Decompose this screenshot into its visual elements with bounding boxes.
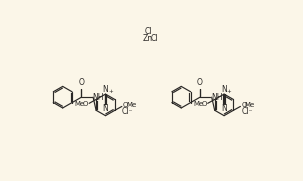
Text: NH: NH	[92, 93, 104, 102]
Text: N: N	[221, 104, 227, 113]
Text: NH: NH	[211, 93, 222, 102]
Text: Zn: Zn	[142, 34, 153, 43]
Text: Cl: Cl	[145, 27, 152, 36]
Text: Cl⁻: Cl⁻	[241, 107, 253, 116]
Text: Me: Me	[75, 102, 85, 108]
Text: Me: Me	[126, 102, 136, 108]
Text: O: O	[123, 102, 128, 108]
Text: Me: Me	[193, 102, 203, 108]
Text: O: O	[201, 102, 207, 108]
Text: Me: Me	[245, 102, 255, 108]
Text: O: O	[241, 102, 247, 108]
Text: O: O	[197, 78, 203, 87]
Text: O: O	[78, 78, 85, 87]
Text: N: N	[103, 104, 108, 113]
Text: +: +	[108, 89, 113, 94]
Text: Cl: Cl	[151, 34, 158, 43]
Text: Cl⁻: Cl⁻	[122, 107, 133, 116]
Text: +: +	[227, 89, 231, 94]
Text: N: N	[103, 85, 108, 94]
Text: N: N	[221, 85, 227, 94]
Text: O: O	[83, 102, 88, 108]
